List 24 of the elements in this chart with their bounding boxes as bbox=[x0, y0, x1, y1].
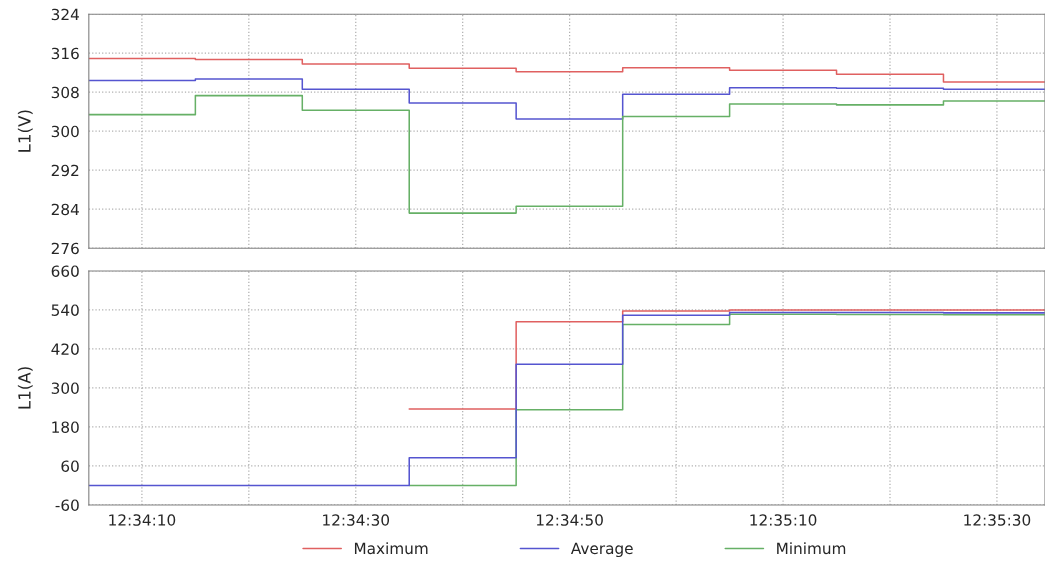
y-tick-label: 308 bbox=[51, 86, 79, 99]
y-tick-label: 540 bbox=[51, 304, 79, 316]
y-tick-label: 292 bbox=[51, 164, 79, 177]
x-tick-label: 12:34:50 bbox=[536, 514, 603, 526]
x-tick-label: 12:35:30 bbox=[964, 514, 1031, 526]
y-tick-label: 284 bbox=[51, 203, 79, 216]
y-tick-label: 60 bbox=[61, 460, 79, 472]
y-tick-label: 660 bbox=[51, 265, 79, 277]
y-axis-title: L1(V) bbox=[17, 110, 33, 152]
x-tick-label: 12:34:10 bbox=[109, 514, 176, 526]
y-tick-label: 300 bbox=[51, 382, 79, 394]
y-tick-label: 300 bbox=[51, 125, 79, 138]
y-axis-title: L1(A) bbox=[17, 367, 33, 409]
legend-label: Average bbox=[570, 542, 633, 558]
x-tick-label: 12:34:30 bbox=[323, 514, 390, 526]
legend-label: Minimum bbox=[777, 542, 846, 555]
y-tick-label: 420 bbox=[51, 343, 79, 355]
x-tick-label: 12:35:10 bbox=[750, 514, 817, 526]
y-tick-label: 324 bbox=[51, 8, 79, 21]
legend-label: Maximum bbox=[354, 542, 428, 555]
y-tick-label: -60 bbox=[55, 499, 79, 511]
y-tick-label: 316 bbox=[51, 47, 79, 60]
y-tick-label: 180 bbox=[52, 421, 79, 433]
y-tick-label: 276 bbox=[51, 242, 79, 255]
